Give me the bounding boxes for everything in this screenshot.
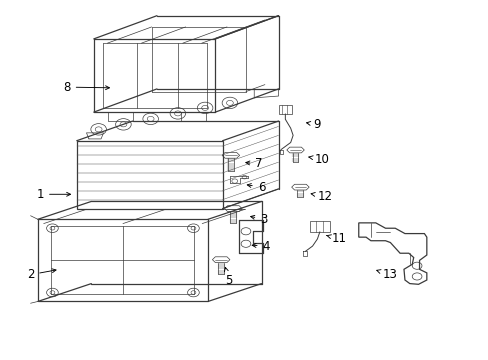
Text: 7: 7 [245,157,262,170]
Text: 8: 8 [63,81,109,94]
Text: 12: 12 [310,190,331,203]
Text: 9: 9 [306,118,321,131]
Text: 13: 13 [376,268,397,281]
Text: 5: 5 [224,267,232,287]
Text: 2: 2 [27,268,56,281]
Text: 1: 1 [37,188,70,201]
Text: 6: 6 [247,181,264,194]
Text: 3: 3 [250,213,267,226]
Text: 4: 4 [252,240,269,253]
Text: 10: 10 [308,153,329,166]
Text: 11: 11 [325,233,346,246]
